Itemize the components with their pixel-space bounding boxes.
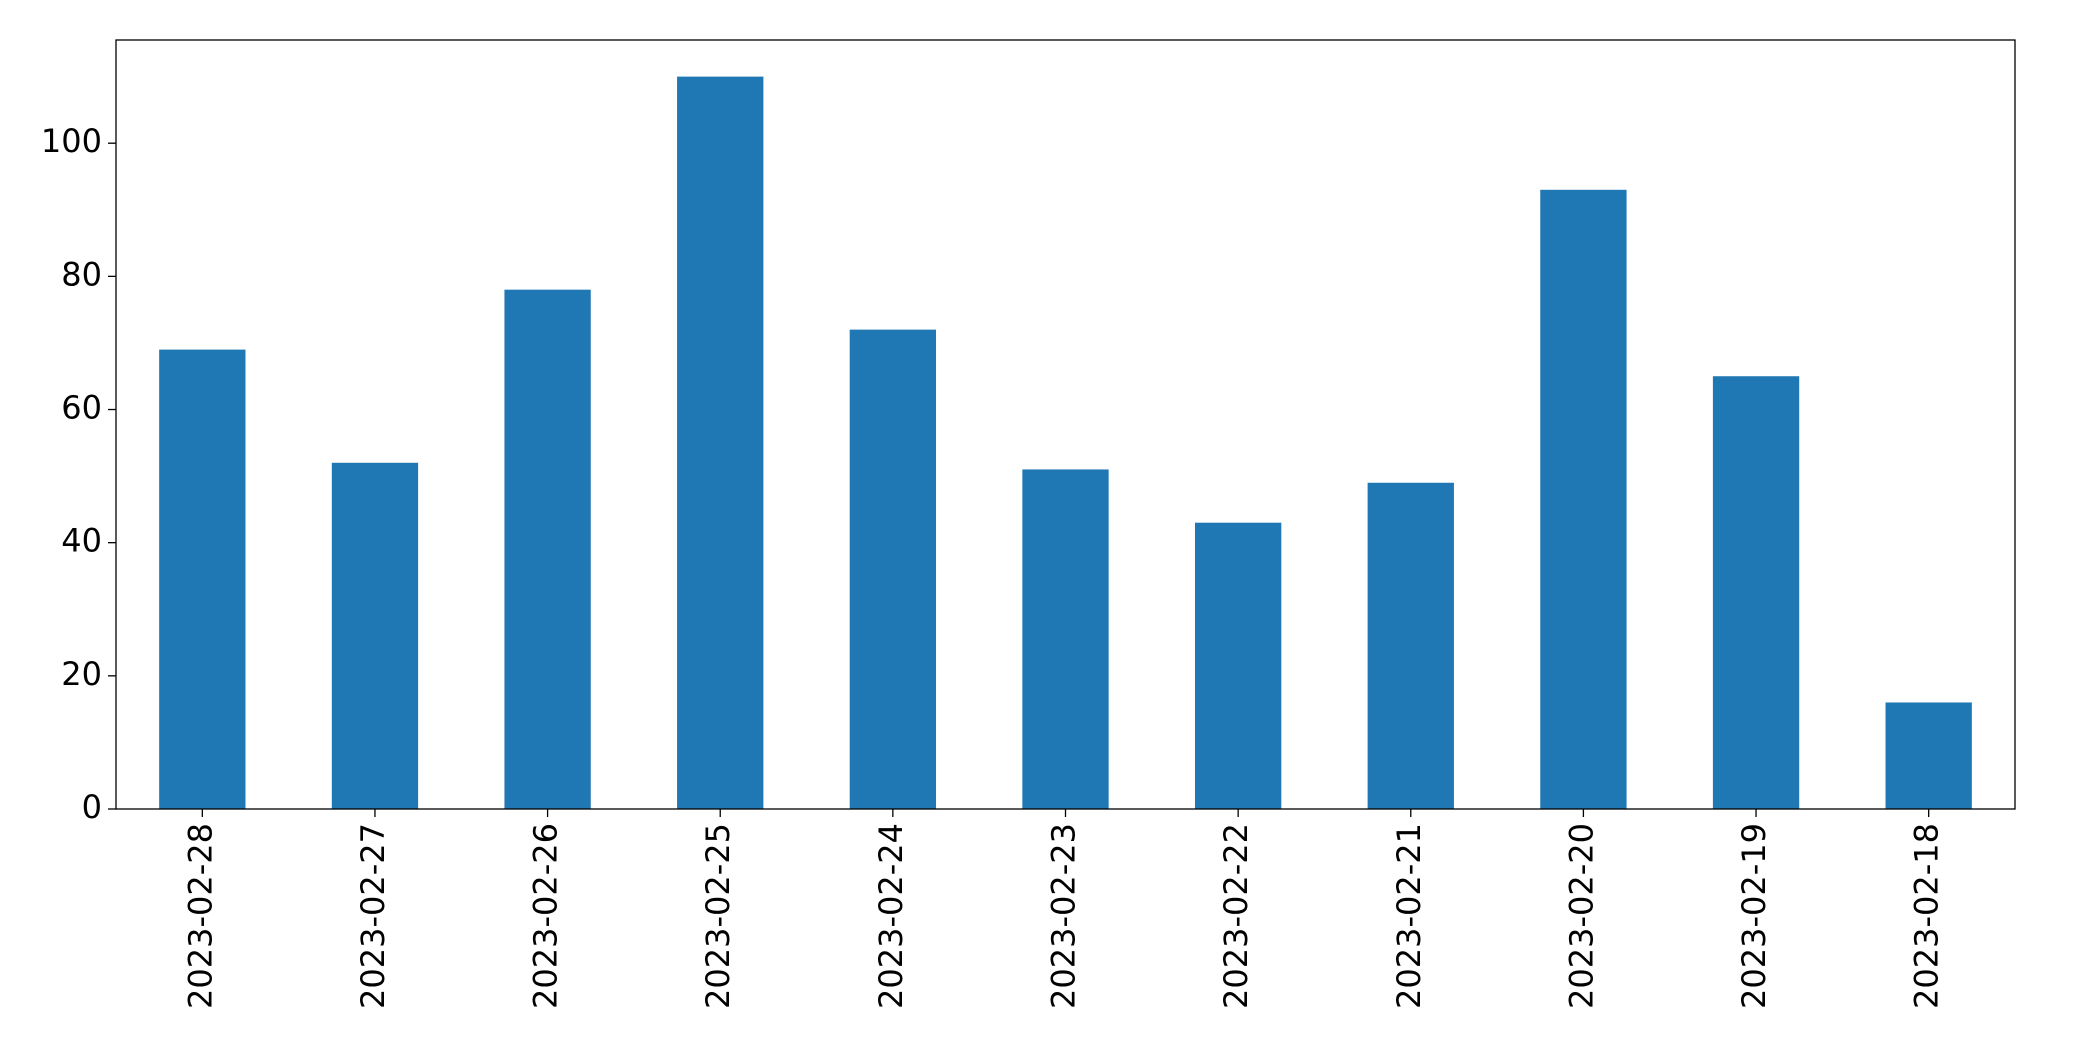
bar	[849, 329, 937, 809]
bar	[1194, 522, 1282, 809]
x-tick-label: 2023-02-27	[354, 823, 392, 1009]
y-tick-label: 0	[82, 788, 102, 826]
x-tick-label: 2023-02-22	[1217, 823, 1255, 1009]
bar	[504, 289, 591, 810]
x-tick-label: 2023-02-23	[1045, 823, 1083, 1009]
x-tick-label: 2023-02-21	[1390, 823, 1428, 1009]
bar	[1712, 376, 1800, 809]
bar	[1885, 702, 1972, 809]
plot-frame	[115, 39, 2016, 810]
x-tick-label: 2023-02-25	[699, 823, 737, 1009]
y-tick-label: 40	[61, 522, 102, 560]
bar	[677, 76, 764, 810]
y-tick-label: 20	[61, 655, 102, 693]
x-tick-label: 2023-02-19	[1735, 823, 1773, 1009]
bar	[1022, 469, 1109, 809]
bar	[1367, 482, 1454, 809]
x-tick-label: 2023-02-20	[1562, 823, 1600, 1009]
y-tick-label: 100	[41, 122, 102, 160]
x-tick-label: 2023-02-26	[527, 823, 565, 1009]
bar	[159, 349, 246, 809]
x-tick-label: 2023-02-24	[872, 823, 910, 1009]
y-tick-label: 80	[61, 255, 102, 293]
bar	[331, 462, 419, 809]
x-tick-label: 2023-02-28	[181, 823, 219, 1009]
x-tick-label: 2023-02-18	[1908, 823, 1946, 1009]
y-tick-label: 60	[61, 389, 102, 427]
bar	[1540, 189, 1627, 810]
